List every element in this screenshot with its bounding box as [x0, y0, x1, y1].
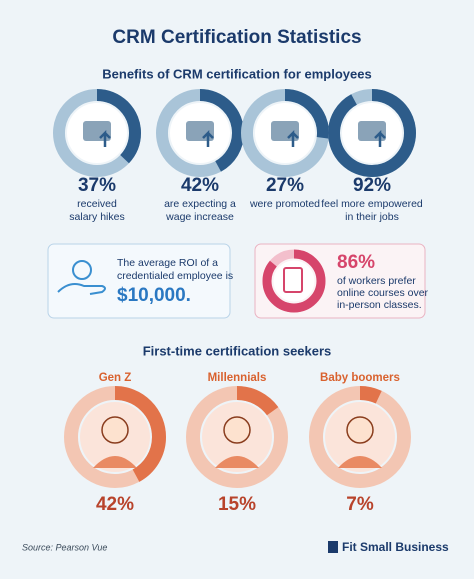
icon	[271, 121, 299, 141]
group-name: Baby boomers	[320, 372, 400, 384]
donut-arc	[64, 386, 166, 488]
benefit-text: salary hikes	[69, 211, 124, 223]
icon-arrow	[374, 129, 386, 147]
group-percent: 15%	[218, 494, 256, 515]
section-title: First-time certification seekers	[143, 343, 332, 358]
roi-amount: $10,000.	[117, 285, 191, 306]
benefit-text: wage increase	[165, 211, 234, 223]
donut-arc	[309, 386, 411, 488]
person-body	[215, 456, 259, 468]
icon	[83, 121, 111, 141]
group-name: Millennials	[208, 372, 267, 384]
group-percent: 7%	[346, 494, 374, 515]
icon-arrow	[202, 129, 214, 147]
benefit-percent: 92%	[353, 175, 391, 196]
online-percent: 86%	[337, 252, 375, 273]
roi-hand	[57, 283, 106, 295]
icon	[358, 121, 386, 141]
icon-arrow	[99, 129, 111, 147]
brand-icon	[328, 541, 338, 553]
online-icon	[283, 267, 303, 293]
donut-arc	[328, 89, 416, 177]
roi-text: credentialed employee is	[117, 270, 233, 282]
benefit-percent: 27%	[266, 175, 304, 196]
icon	[186, 121, 214, 141]
group-name: Gen Z	[99, 372, 132, 384]
person-head	[223, 416, 251, 444]
benefit-text: in their jobs	[345, 211, 399, 223]
roi-icon	[72, 260, 92, 280]
online-text: in-person classes.	[337, 299, 422, 311]
online-text: of workers prefer	[337, 275, 416, 287]
benefit-text: were promoted	[249, 198, 320, 210]
benefit-text: are expecting a	[164, 198, 236, 210]
online-text: online courses over	[337, 287, 429, 299]
roi-box	[47, 243, 231, 319]
group-percent: 42%	[96, 494, 134, 515]
donut-arc	[186, 386, 288, 488]
brand: Fit Small Business	[342, 540, 449, 554]
person-body	[93, 456, 137, 468]
donut-arc	[241, 89, 329, 177]
benefit-text: feel more empowered	[321, 198, 423, 210]
donut-arc	[53, 89, 141, 177]
person-head	[101, 416, 129, 444]
icon-arrow	[287, 129, 299, 147]
subtitle: Benefits of CRM certification for employ…	[102, 66, 371, 81]
person-body	[338, 456, 382, 468]
roi-text: The average ROI of a	[117, 257, 218, 269]
title: CRM Certification Statistics	[112, 27, 361, 48]
donut-center	[273, 260, 315, 302]
source: Source: Pearson Vue	[22, 542, 107, 552]
donut-arc	[156, 89, 244, 177]
person-head	[346, 416, 374, 444]
benefit-percent: 37%	[78, 175, 116, 196]
benefit-text: received	[77, 198, 117, 210]
benefit-percent: 42%	[181, 175, 219, 196]
donut-arc	[262, 249, 326, 313]
